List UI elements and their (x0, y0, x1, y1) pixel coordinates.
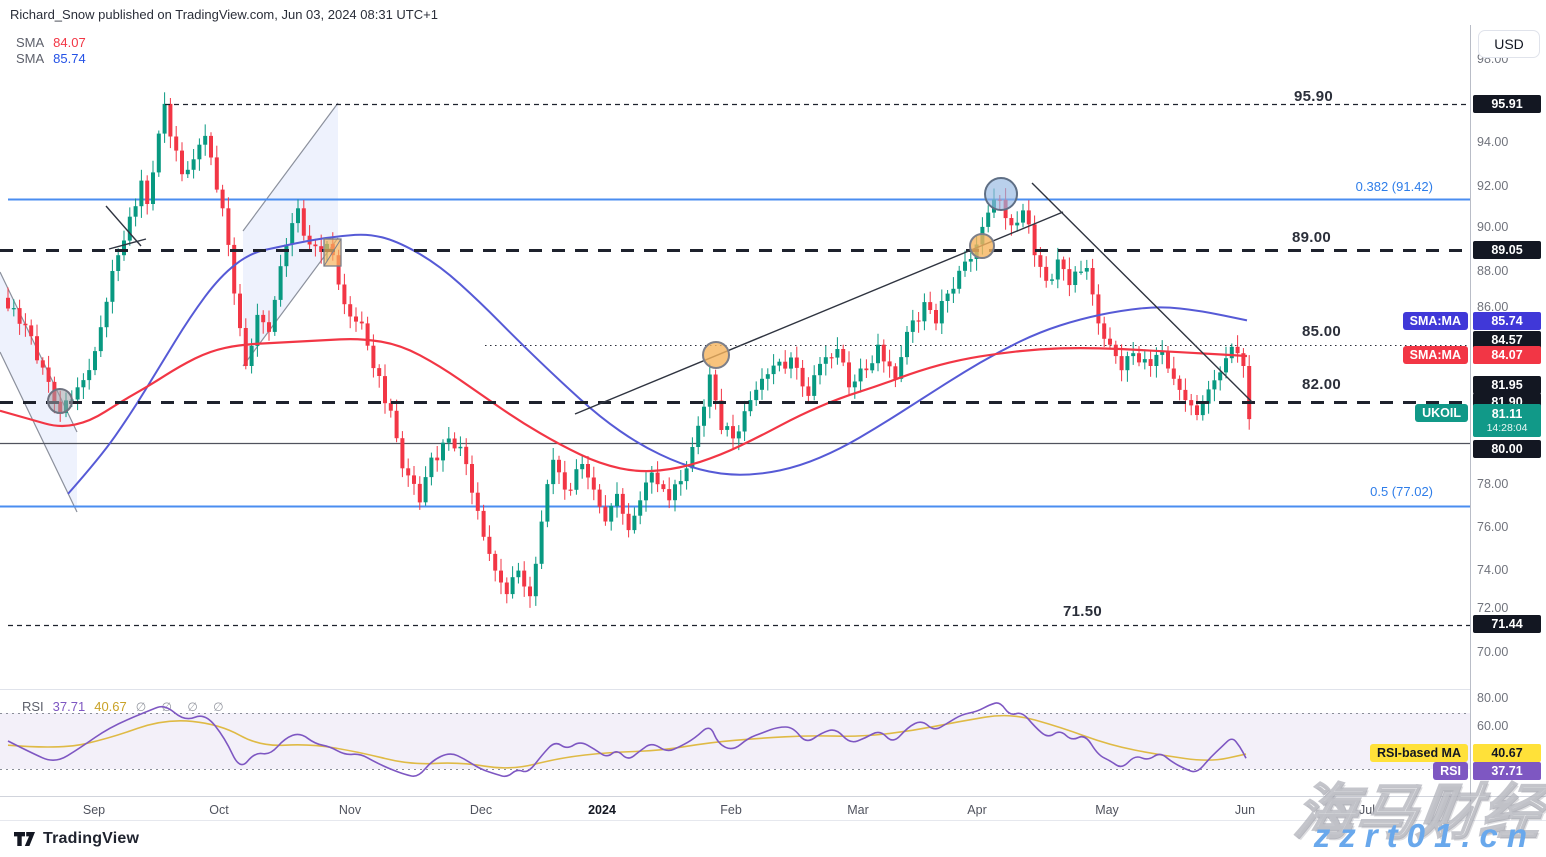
time-axis-label: 2024 (588, 803, 616, 817)
price-tick: 90.00 (1477, 220, 1509, 234)
last-price-time: 14:28:04 (1486, 421, 1528, 434)
legend-sma-slow[interactable]: SMA 85.74 (16, 51, 86, 66)
time-axis-label: Feb (720, 803, 742, 817)
price-level-text: 89.00 (1292, 229, 1332, 246)
rsi-tick: 60.00 (1477, 719, 1509, 733)
sma-name-tag: SMA:MA (1402, 346, 1468, 364)
legend-sma-fast[interactable]: SMA 84.07 (16, 35, 86, 50)
last-price-label: 81.11 14:28:04 (1473, 404, 1541, 437)
price-line-label: 81.95 (1473, 376, 1541, 394)
price-level-text: 71.50 (1063, 603, 1103, 620)
rsi-ma-value: 40.67 (94, 699, 127, 714)
price-tick: 76.00 (1477, 520, 1509, 534)
time-axis-label: Dec (469, 803, 493, 817)
price-tick: 72.00 (1477, 601, 1509, 615)
rsi-label: RSI (22, 699, 44, 714)
price-tick: 92.00 (1477, 179, 1509, 193)
time-axis-label: Oct (209, 803, 229, 817)
time-axis-label: Nov (338, 803, 362, 817)
time-axis-border (0, 796, 1546, 797)
price-line-label: 89.05 (1473, 241, 1541, 259)
price-tick: 86.00 (1477, 300, 1509, 314)
fib-level-text: 0.5 (77.02) (1370, 484, 1433, 499)
channel-drawings[interactable] (0, 102, 339, 513)
rsi-tick: 80.00 (1477, 691, 1509, 705)
watermark-url: zzrt01.cn (1313, 817, 1536, 854)
price-line-label: 80.00 (1473, 440, 1541, 458)
rsi-line[interactable] (7, 702, 1247, 778)
rsi-value-label: 40.67 (1473, 744, 1541, 762)
price-tick: 88.00 (1477, 264, 1509, 278)
rsi-name-tag: RSI-based MA (1369, 744, 1468, 762)
pane-separator[interactable] (0, 689, 1470, 690)
tradingview-logo-text: TradingView (43, 830, 140, 847)
marker-drawings[interactable] (47, 177, 1018, 414)
rsi-value-label: 37.71 (1473, 762, 1541, 780)
price-level-text: 82.00 (1302, 376, 1342, 393)
price-line-label: 71.44 (1473, 615, 1541, 633)
price-tick: 94.00 (1477, 135, 1509, 149)
currency-toggle-button[interactable]: USD (1478, 30, 1540, 58)
rsi-ma-line[interactable] (7, 714, 1247, 769)
rsi-hidden-values-icon: ∅ ∅ ∅ ∅ (135, 699, 230, 714)
sma-fast-line[interactable] (0, 338, 1248, 473)
time-axis-label: Jun (1234, 803, 1256, 817)
candlestick-series (6, 92, 1252, 608)
last-price-value: 81.11 (1491, 407, 1523, 422)
fib-retracement-lines[interactable] (0, 198, 1470, 508)
tradingview-logo[interactable]: TradingView (14, 830, 139, 848)
legend-rsi[interactable]: RSI 37.71 40.67 ∅ ∅ ∅ ∅ (22, 699, 230, 714)
chart-canvas[interactable] (0, 25, 1470, 796)
price-scale-border (1470, 25, 1471, 820)
sma-fast-label: SMA (16, 35, 45, 50)
sma-price-label: 84.07 (1473, 346, 1541, 364)
price-level-text: 95.90 (1294, 88, 1334, 105)
fib-level-text: 0.382 (91.42) (1355, 179, 1433, 194)
time-axis-bottom-border (0, 820, 1546, 821)
time-axis-label: May (1095, 803, 1119, 817)
time-axis-label: Jul (1359, 803, 1375, 817)
price-tick: 74.00 (1477, 563, 1509, 577)
sma-slow-label: SMA (16, 51, 45, 66)
price-tick: 70.00 (1477, 645, 1509, 659)
byline: Richard_Snow published on TradingView.co… (10, 7, 438, 22)
price-line-label: 84.57 (1473, 331, 1541, 349)
rsi-value: 37.71 (52, 699, 86, 714)
price-level-text: 85.00 (1302, 323, 1342, 340)
symbol-name-tag: UKOIL (1415, 404, 1468, 422)
sma-name-tag: SMA:MA (1402, 312, 1468, 330)
rsi-name-tag: RSI (1433, 762, 1468, 780)
sma-fast-value: 84.07 (53, 35, 86, 50)
sma-slow-value: 85.74 (53, 51, 86, 66)
tradingview-logo-icon (14, 831, 35, 846)
time-axis-label: Sep (82, 803, 106, 817)
time-axis-label: Apr (967, 803, 987, 817)
rsi-pane (0, 702, 1470, 778)
sma-slow-line[interactable] (67, 233, 1248, 495)
price-tick: 78.00 (1477, 477, 1509, 491)
price-line-label: 95.91 (1473, 95, 1541, 113)
time-axis-label: Mar (847, 803, 869, 817)
sma-price-label: 85.74 (1473, 312, 1541, 330)
